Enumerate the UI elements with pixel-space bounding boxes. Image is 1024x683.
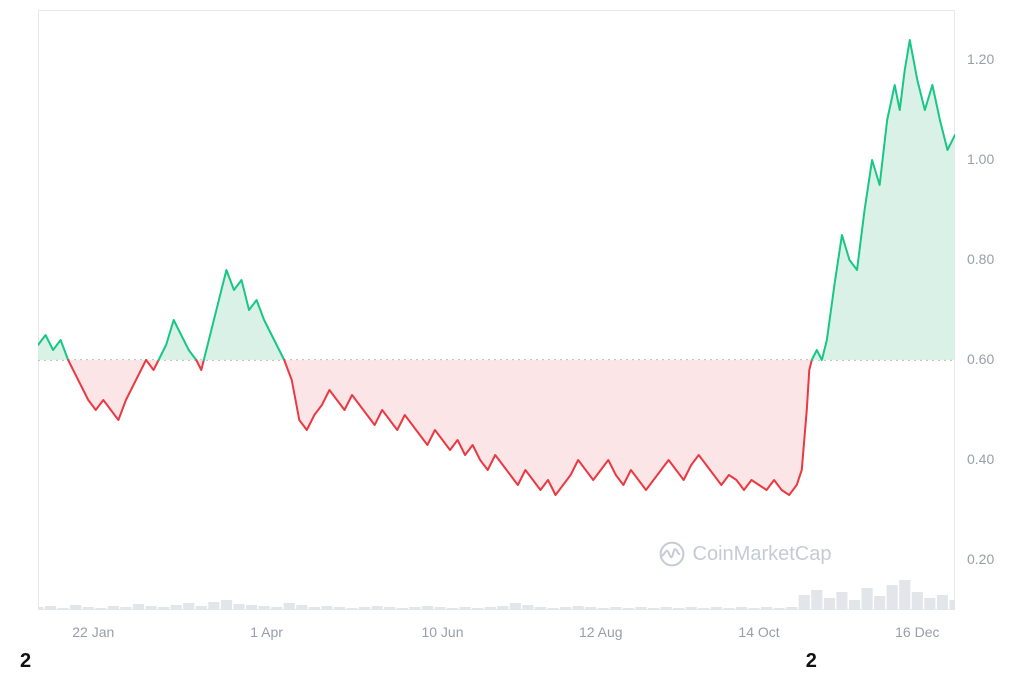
y-tick-label: 0.80 xyxy=(967,251,994,267)
x-tick-label: 1 Apr xyxy=(250,624,283,640)
y-tick-label: 1.00 xyxy=(967,151,994,167)
x-tick-label: 12 Aug xyxy=(579,624,623,640)
y-tick-label: 0.20 xyxy=(967,551,994,567)
y-tick-label: 0.40 xyxy=(967,451,994,467)
y-tick-label: 0.60 xyxy=(967,351,994,367)
chart-svg xyxy=(0,0,1024,683)
x-tick-label: 16 Dec xyxy=(895,624,939,640)
x-tick-label: 22 Jan xyxy=(72,624,114,640)
corner-label-right: 2 xyxy=(806,650,817,673)
y-tick-label: 1.20 xyxy=(967,51,994,67)
x-tick-label: 14 Oct xyxy=(738,624,779,640)
x-tick-label: 10 Jun xyxy=(421,624,463,640)
corner-label-left: 2 xyxy=(20,650,31,673)
